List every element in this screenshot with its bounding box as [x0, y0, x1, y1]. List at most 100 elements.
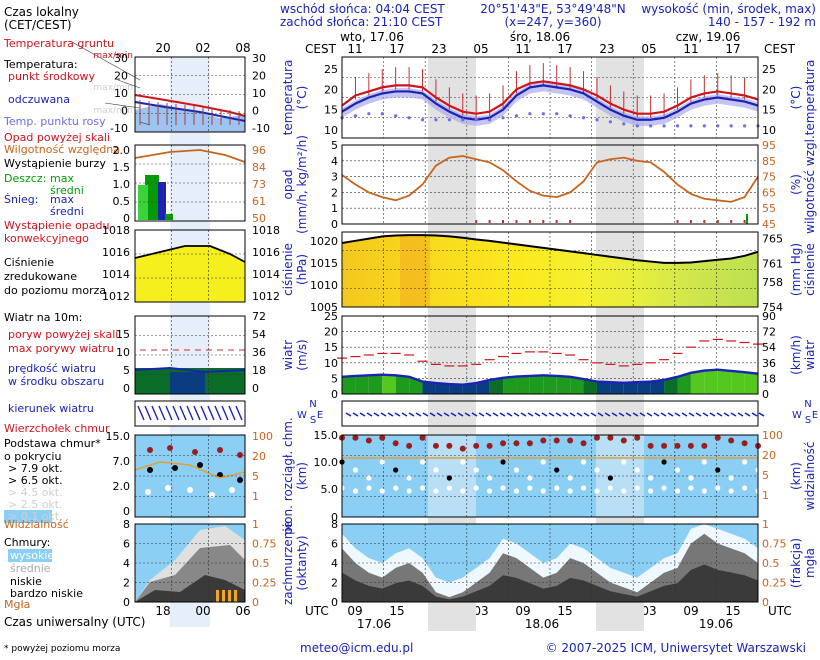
dew-point-dot	[635, 124, 639, 128]
legend-cover-tick-right: 0	[252, 596, 259, 609]
cloud-top-dot	[634, 434, 641, 441]
cloud-top-dot	[459, 445, 466, 452]
cloud-base-dot-low	[567, 488, 573, 494]
cloud-base-dot-low	[728, 488, 734, 494]
legend-pressure-tick-left: 1012	[102, 290, 130, 303]
wind-speed-area	[395, 375, 410, 394]
cloud-top-dot	[406, 442, 413, 449]
legend-fog-bar	[234, 590, 237, 602]
cloud-base-dot	[728, 475, 734, 481]
cloud-base-dot	[567, 475, 573, 481]
convective-marker	[730, 220, 733, 223]
legend-wind-tick-right: 18	[252, 364, 266, 377]
clouds-right-tick-label: 1	[762, 489, 769, 502]
day-label-top: śro, 18.06	[510, 30, 570, 44]
hour-label-bottom: 15	[389, 604, 404, 618]
cloud-top-dot	[365, 437, 372, 444]
cloud-base-dot-low	[674, 488, 681, 494]
pressure-right-tick-label: 765	[762, 232, 783, 245]
cloud-base-dot	[513, 467, 520, 473]
clouds-right-tick-label: 20	[762, 449, 776, 462]
hour-label-top: 17	[557, 42, 572, 56]
cover-right-tick-label: 0.25	[762, 577, 787, 590]
legend-wind-dir-arrow	[172, 405, 180, 421]
pressure-left-tick-label: 1015	[310, 257, 338, 270]
cloud-base-dot-low	[701, 488, 707, 494]
date-label-bottom: 19.06	[699, 617, 733, 631]
cloud-base-dot-low	[661, 485, 667, 491]
wind-direction-arrow	[604, 412, 611, 417]
cloud-base-dot	[460, 459, 466, 465]
dew-point-dot	[595, 118, 599, 122]
legend-temp-maxmin: max/min	[93, 83, 133, 93]
legend-temp-tick-right: 20	[252, 70, 266, 83]
wind-speed-area	[382, 374, 396, 394]
cover-right-tick-label: 0.75	[762, 538, 787, 551]
wind-speed-area	[677, 372, 691, 394]
cloud-top-dot	[486, 442, 493, 449]
precip-ylabel-right: wilgotność wzgl.	[803, 135, 817, 234]
compass-letter-left: W	[297, 410, 307, 421]
pressure-left-tick-label: 1010	[310, 279, 338, 292]
dew-point-dot	[474, 118, 478, 122]
wind-direction-arrow	[758, 412, 765, 417]
cloud-top-dot	[553, 437, 560, 444]
legend-temp-tick-left: 10	[114, 87, 128, 100]
temp-left-tick-label: 15	[324, 104, 338, 117]
temp-right-tick-label: 10	[762, 124, 776, 137]
day-label-top: czw, 19.06	[676, 30, 741, 44]
precip-right-tick-label: 65	[762, 186, 776, 199]
legend-precip-tick-right: 61	[252, 195, 266, 208]
compass-letter-left: N	[309, 399, 316, 410]
legend-over-scale: Opad powyżej skali	[4, 131, 110, 144]
legend-cloud-base-dot-white	[209, 492, 215, 498]
legend-wind-tick-right: 36	[252, 346, 266, 359]
wind-ylabel-left-unit: (m/s)	[295, 339, 309, 370]
legend-wind-dir-arrow	[151, 405, 159, 421]
cloud-base-dot-low	[352, 488, 359, 494]
wind-direction-arrow	[429, 412, 436, 417]
legend-wind-dir-arrow	[214, 405, 222, 421]
cloud-top-dot	[647, 442, 654, 449]
precip-ylabel-left: opad	[281, 170, 295, 200]
legend-cover-tick-left: 4	[123, 557, 130, 570]
hour-label-bottom: 09	[683, 604, 698, 618]
dew-point-dot	[622, 122, 626, 126]
wind-speed-area	[462, 383, 477, 394]
wind-speed-area	[529, 375, 544, 394]
legend-cover-tick-right: 0.75	[252, 538, 277, 551]
wind-direction-arrow	[401, 412, 408, 417]
wind-speed-area	[570, 376, 584, 394]
temp-ylabel-left-unit: (°C)	[295, 86, 309, 110]
legend-pressure-label: zredukowane	[4, 270, 77, 283]
legend-wind-dir-frame	[134, 400, 246, 427]
cloud-top-dot	[540, 437, 547, 444]
cover-ylabel-left-unit: (oktanty)	[295, 535, 309, 590]
dew-point-dot	[514, 114, 519, 118]
legend-temp-tick-left: 30	[114, 52, 128, 65]
hour-label-top: 23	[599, 42, 614, 56]
hour-label-bottom: 09	[347, 604, 362, 618]
legend-rain-max: max	[50, 172, 74, 185]
legend-cloud-base-dot-white	[229, 487, 235, 493]
wind-speed-area	[489, 377, 504, 394]
wind-speed-area	[731, 370, 745, 394]
convective-marker	[542, 220, 545, 223]
precip-ylabel-right-unit: (%)	[789, 174, 803, 195]
cloud-base-dot	[674, 467, 681, 473]
legend-fog-bar	[216, 590, 219, 602]
convective-marker	[515, 220, 518, 223]
legend-wind-label: Wiatr na 10m:	[4, 311, 82, 324]
legend-wind-dir-arrow	[221, 405, 229, 421]
temp-right-tick-label: 20	[762, 83, 776, 96]
dew-point-dot	[702, 124, 706, 128]
wind-direction-arrow	[660, 412, 667, 417]
clouds-left-tick-label: 10.0	[314, 456, 339, 469]
hour-label-bottom: 09	[515, 604, 530, 618]
cloud-top-dot	[674, 442, 681, 449]
cloud-base-dot	[446, 475, 452, 481]
legend-wind-direction: kierunek wiatru	[8, 402, 94, 415]
cloud-base-dot-low	[433, 488, 439, 494]
legend-cloud-base: Podstawa chmur*	[4, 437, 101, 450]
